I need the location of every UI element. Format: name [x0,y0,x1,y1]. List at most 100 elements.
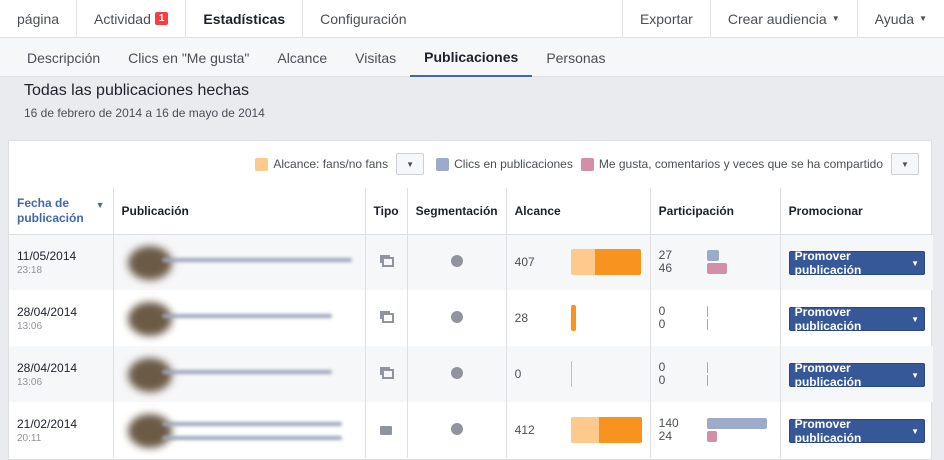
nonfans-segment [594,249,641,276]
tab-people[interactable]: Personas [546,49,606,66]
create-audience-menu[interactable]: Crear audiencia ▼ [709,0,857,38]
promote-post-button[interactable]: Promover publicación ▼ [788,305,925,333]
globe-icon [450,367,463,379]
legend-engagement: Me gusta, comentarios y veces que se ha … [598,157,883,171]
engagement-bar [706,375,708,386]
post-preview-blurred[interactable] [122,410,357,450]
nav-label: página [17,10,60,27]
date-cell: 28/04/2014 13:06 [9,290,114,346]
post-date: 28/04/2014 [17,304,78,319]
date-cell: 21/02/2014 20:11 [9,402,114,458]
nav-settings[interactable]: Configuración [303,0,423,38]
promote-post-button[interactable]: Promover publicación ▼ [788,361,925,389]
nav-label: Configuración [320,10,407,27]
engagement-swatch [580,157,594,171]
legend: Alcance: fans/no fans ▼ Clics en publica… [255,153,919,175]
caret-down-icon: ▼ [911,314,919,324]
post-cell[interactable] [113,290,366,346]
post-time: 13:06 [17,320,43,332]
nonfans-segment [598,417,642,443]
tab-overview[interactable]: Descripción [27,49,101,66]
export-button[interactable]: Exportar [621,0,710,38]
fans-swatch [255,157,269,171]
post-time: 13:06 [17,376,43,388]
notification-badge: 1 [154,12,169,25]
post-cell[interactable] [113,234,366,290]
clicks-bar [706,362,708,373]
album-icon [379,254,394,270]
promote-post-button[interactable]: Promover publicación ▼ [788,417,925,445]
promote-cell: Promover publicación ▼ [780,290,933,346]
globe-icon [450,423,463,435]
scrollbar[interactable] [932,77,944,460]
nonfans-segment [570,305,576,331]
nav-label: Estadísticas [203,10,286,27]
engagement-value: 0 [658,373,666,387]
clicks-value: 0 [658,360,666,374]
type-cell [365,346,408,402]
table-row[interactable]: 11/05/2014 23:18 407 27 46 Promover publicaci… [9,234,933,290]
date-cell: 28/04/2014 13:06 [9,346,114,402]
promote-post-button[interactable]: Promover publicación ▼ [788,249,925,277]
clicks-bar [706,418,767,429]
caret-down-icon: ▼ [919,14,927,23]
globe-icon [450,255,463,268]
clicks-value: 140 [658,416,679,430]
col-post: Publicación [113,188,366,235]
col-reach: Alcance [506,188,651,235]
posts-table: Fecha de publicación ▼ Publicación Tipo S… [9,188,933,458]
targeting-cell [407,234,507,290]
targeting-cell [407,402,507,458]
tab-posts[interactable]: Publicaciones [410,38,533,77]
button-label: Promover publicación [794,417,862,445]
tab-visits[interactable]: Visitas [355,49,397,66]
legend-reach: Alcance: fans/no fans [273,157,389,171]
date-cell: 11/05/2014 23:18 [9,234,114,290]
post-preview-blurred[interactable] [122,242,357,282]
post-preview-blurred[interactable] [122,298,357,338]
reach-bar [570,417,642,443]
album-icon [379,310,394,326]
posts-panel: Alcance: fans/no fans ▼ Clics en publica… [8,140,933,460]
reach-cell: 28 [506,290,651,346]
engagement-value: 0 [658,317,666,331]
post-time: 20:11 [17,432,42,444]
nav-label: Actividad [94,10,151,27]
reach-value: 0 [514,367,522,381]
targeting-cell [407,290,507,346]
post-cell[interactable] [113,402,366,458]
page-title: Todas las publicaciones hechas [24,82,250,99]
table-row[interactable]: 21/02/2014 20:11 412 140 24 Promover publicac… [9,402,933,458]
promote-cell: Promover publicación ▼ [780,402,933,458]
promote-cell: Promover publicación ▼ [780,346,933,402]
nav-activity[interactable]: Actividad 1 [77,0,187,38]
tab-likes[interactable]: Clics en "Me gusta" [128,49,250,66]
post-cell[interactable] [113,346,366,402]
caret-down-icon: ▼ [831,14,840,23]
col-date[interactable]: Fecha de publicación ▼ [9,188,114,235]
targeting-cell [407,346,507,402]
col-targeting: Segmentación [407,188,507,235]
post-preview-blurred[interactable] [122,354,357,394]
nav-page[interactable]: página [0,0,78,38]
nav-insights[interactable]: Estadísticas [186,0,304,38]
tab-reach[interactable]: Alcance [277,49,328,66]
date-range: 16 de febrero de 2014 a 16 de mayo de 20… [24,106,265,120]
post-date: 28/04/2014 [17,360,78,375]
reach-metric-dropdown[interactable]: ▼ [396,153,425,175]
nav-label: Crear audiencia [727,10,827,27]
engagement-cell: 140 24 [650,402,781,458]
type-cell [365,234,408,290]
reach-cell: 412 [506,402,651,458]
col-engagement: Participación [650,188,781,235]
promote-cell: Promover publicación ▼ [780,234,933,290]
help-menu[interactable]: Ayuda ▼ [856,0,944,38]
engagement-bar [706,431,717,442]
engagement-metric-dropdown[interactable]: ▼ [891,153,919,175]
clicks-value: 0 [658,304,666,318]
table-row[interactable]: 28/04/2014 13:06 0 0 0 Promover publicación ▼ [9,346,933,402]
table-row[interactable]: 28/04/2014 13:06 28 0 0 Promover publicación ▼ [9,290,933,346]
caret-down-icon: ▼ [911,258,919,268]
